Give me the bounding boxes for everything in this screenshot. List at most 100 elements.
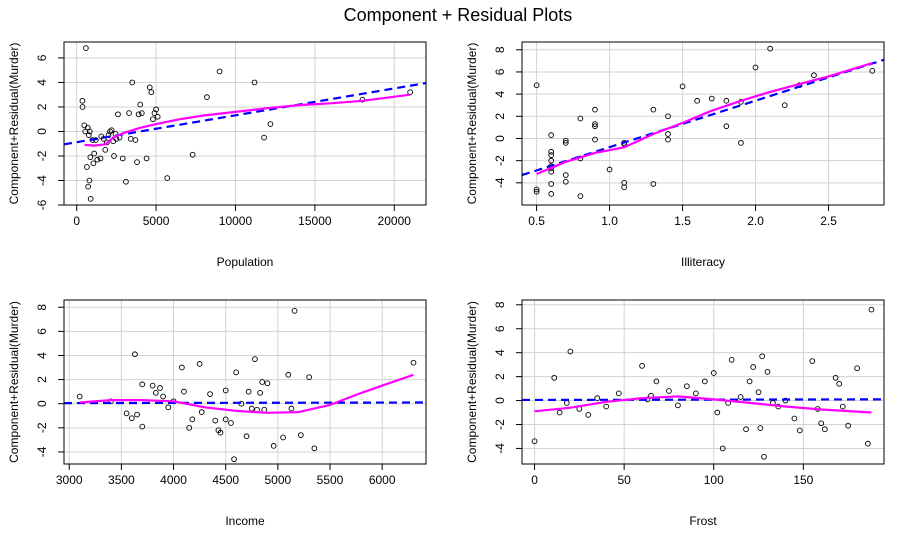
income-xtick-label-5: 5500: [317, 473, 344, 487]
income-point-20: [207, 391, 213, 397]
illiteracy-data-layer: [522, 45, 884, 199]
population-point-39: [135, 111, 142, 118]
frost-xtick-label-1: 50: [617, 473, 631, 487]
frost-point-41: [822, 426, 828, 433]
illiteracy-point-19: [592, 106, 598, 113]
population-point-47: [153, 106, 159, 113]
illiteracy-point-1: [533, 188, 540, 195]
frost-point-37: [796, 427, 803, 434]
illiteracy-xtick-label-4: 2.5: [820, 214, 837, 228]
income-xtick-label-2: 4000: [160, 473, 187, 487]
frost-point-44: [839, 403, 846, 410]
frost-point-24: [737, 394, 744, 400]
population-point-52: [216, 68, 223, 75]
income-xtick-label-6: 6000: [369, 473, 396, 487]
illiteracy-point-8: [548, 168, 555, 175]
population-ytick-label-3: 0: [35, 128, 49, 135]
income-point-0: [76, 393, 83, 400]
population-point-57: [407, 89, 413, 96]
income-point-23: [217, 429, 224, 436]
illiteracy-point-27: [621, 184, 628, 191]
frost-ytick-label-3: 2: [493, 373, 507, 380]
illiteracy-point-12: [562, 140, 569, 146]
income-point-42: [288, 405, 295, 412]
income-point-38: [264, 380, 271, 387]
frost-point-10: [639, 362, 645, 369]
income-point-28: [233, 369, 239, 376]
population-point-11: [87, 154, 94, 161]
population-point-0: [79, 97, 86, 104]
income-point-17: [189, 416, 196, 423]
income-point-33: [252, 356, 258, 362]
income-point-43: [291, 308, 298, 314]
frost-point-16: [684, 383, 690, 390]
illiteracy-ytick-label-6: 8: [493, 46, 507, 53]
population-smooth-line: [84, 93, 411, 147]
illiteracy-point-32: [665, 113, 671, 120]
income-point-47: [410, 359, 417, 366]
population-point-43: [146, 84, 153, 91]
frost-point-8: [603, 403, 610, 410]
illiteracy-point-2: [533, 186, 540, 193]
frost-ytick-label-2: 0: [493, 397, 507, 404]
income-point-19: [198, 409, 205, 415]
illiteracy-fit-line: [522, 58, 884, 177]
illiteracy-point-29: [650, 106, 657, 113]
panel-illiteracy: 0.5 1.0 1.5 2.0 2.5 -4 -2 0 2 4 6 8 Illiteracy Compon…: [465, 41, 885, 269]
illiteracy-xtick-label-1: 1.0: [601, 214, 618, 228]
income-point-36: [259, 379, 266, 385]
illiteracy-point-23: [606, 166, 613, 173]
income-point-14: [179, 364, 185, 371]
frost-data-layer: [522, 306, 884, 460]
population-ytick-label-1: -4: [35, 175, 49, 186]
illiteracy-point-34: [694, 97, 701, 104]
population-point-1: [79, 104, 86, 110]
frost-point-0: [531, 438, 538, 445]
illiteracy-point-5: [548, 157, 555, 164]
frost-xtick-label-0: 0: [531, 473, 538, 487]
frost-point-31: [761, 453, 767, 460]
population-point-45: [150, 116, 156, 123]
population-point-27: [111, 153, 117, 159]
illiteracy-point-3: [548, 148, 555, 155]
income-point-9: [152, 390, 159, 396]
frost-point-46: [854, 365, 860, 372]
panel-frost: 0 50 100 150 -4 -2 0 2 4 6 8 Frost Component+Residua…: [465, 299, 885, 528]
income-x-axis-label: Income: [225, 514, 265, 528]
frost-point-32: [764, 368, 771, 375]
income-point-39: [270, 443, 277, 449]
frost-point-9: [615, 390, 622, 397]
population-point-8: [85, 132, 92, 138]
population-xtick-label-4: 20000: [378, 214, 412, 228]
illiteracy-point-20: [592, 121, 598, 127]
illiteracy-point-11: [548, 132, 555, 138]
illiteracy-ytick-label-1: -2: [493, 155, 507, 166]
population-point-36: [129, 79, 136, 86]
population-point-18: [97, 155, 104, 162]
income-point-6: [139, 423, 146, 430]
frost-point-18: [701, 378, 708, 385]
frost-point-45: [845, 422, 852, 429]
population-point-40: [137, 101, 144, 108]
income-point-8: [149, 382, 156, 389]
frost-point-47: [865, 440, 871, 447]
illiteracy-point-10: [548, 191, 555, 197]
income-data-layer: [64, 308, 426, 463]
frost-plot-frame: [521, 299, 885, 465]
frost-point-36: [791, 415, 798, 422]
frost-point-21: [719, 445, 726, 452]
income-fit-line: [64, 401, 426, 405]
population-point-44: [148, 89, 155, 96]
frost-point-28: [755, 389, 762, 396]
illiteracy-point-17: [577, 115, 584, 122]
income-ytick-label-5: 6: [35, 328, 49, 335]
population-point-33: [123, 178, 129, 185]
income-point-4: [132, 351, 138, 358]
income-point-44: [297, 432, 304, 438]
illiteracy-point-18: [577, 193, 584, 199]
population-point-24: [107, 128, 113, 135]
population-point-12: [87, 196, 94, 202]
income-ytick-label-1: -2: [35, 422, 49, 433]
income-xtick-label-1: 3500: [108, 473, 135, 487]
